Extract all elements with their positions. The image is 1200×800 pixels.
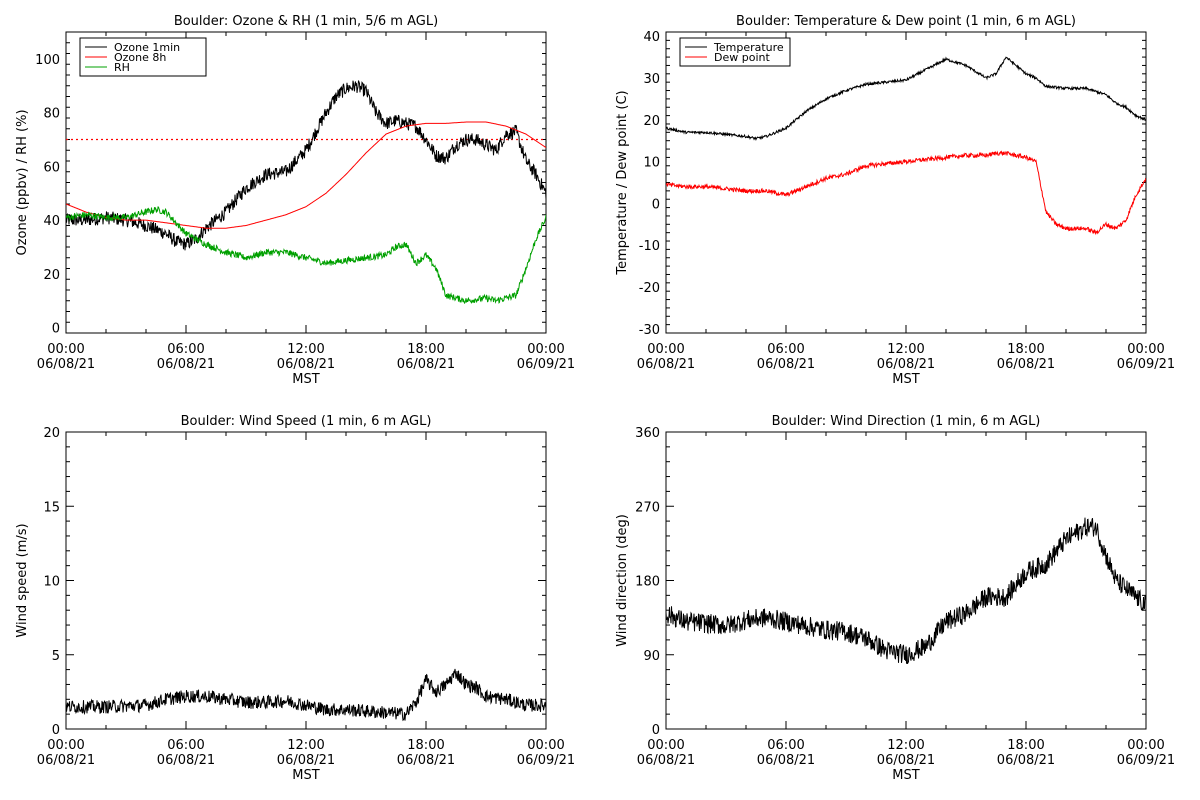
- plot-frame: [665, 31, 1147, 334]
- legend-entry: Temperature: [713, 41, 784, 54]
- x-tick-label-date: 06/08/21: [757, 753, 815, 768]
- x-tick-label-date: 06/09/21: [517, 753, 575, 768]
- y-tick-label: 0: [52, 322, 60, 337]
- x-tick-label-date: 06/08/21: [37, 753, 95, 768]
- x-tick-label-time: 00:00: [1127, 738, 1164, 753]
- y-tick-label: 0: [52, 723, 60, 738]
- x-tick-label-date: 06/08/21: [637, 753, 695, 768]
- series-line-rh: [66, 206, 546, 304]
- y-tick-label: 100: [35, 53, 60, 68]
- x-tick-label-time: 12:00: [887, 342, 924, 357]
- x-tick-label-time: 12:00: [887, 738, 924, 753]
- y-tick-label: -20: [639, 281, 660, 296]
- x-axis-label: MST: [892, 768, 919, 783]
- y-tick-label: -10: [639, 239, 660, 254]
- chart-panel-2: Boulder: Temperature & Dew point (1 min,…: [615, 14, 1175, 387]
- chart-title: Boulder: Wind Direction (1 min, 6 m AGL): [772, 414, 1041, 429]
- x-axis-label: MST: [292, 372, 319, 387]
- y-axis-label: Temperature / Dew point (C): [615, 90, 630, 275]
- plot-frame: [65, 31, 547, 334]
- x-tick-label-date: 06/09/21: [517, 357, 575, 372]
- y-tick-label: 360: [635, 426, 660, 441]
- y-tick-label: 80: [43, 107, 60, 122]
- x-tick-label-time: 06:00: [767, 738, 804, 753]
- y-tick-label: 20: [43, 426, 60, 441]
- x-tick-label-time: 06:00: [167, 738, 204, 753]
- x-tick-label-time: 06:00: [767, 342, 804, 357]
- x-tick-label-date: 06/08/21: [157, 357, 215, 372]
- y-axis-label: Wind direction (deg): [615, 514, 630, 647]
- legend-entry: Dew point: [714, 51, 770, 64]
- y-tick-label: 0: [652, 197, 660, 212]
- y-tick-label: 270: [635, 500, 660, 515]
- x-tick-label-date: 06/08/21: [997, 357, 1055, 372]
- x-tick-label-time: 18:00: [1007, 342, 1044, 357]
- x-tick-label-date: 06/08/21: [397, 357, 455, 372]
- chart-panel-4: Boulder: Wind Direction (1 min, 6 m AGL)…: [615, 414, 1175, 783]
- x-axis-label: MST: [892, 372, 919, 387]
- x-tick-label-time: 06:00: [167, 342, 204, 357]
- plot-frame: [665, 431, 1147, 730]
- x-tick-label-time: 12:00: [287, 738, 324, 753]
- y-tick-label: 180: [635, 575, 660, 590]
- x-tick-label-time: 18:00: [1007, 738, 1044, 753]
- legend-entry: Ozone 8h: [114, 51, 166, 64]
- series-line-temperature: [666, 56, 1146, 141]
- x-tick-label-time: 00:00: [647, 738, 684, 753]
- series-line-ozone-8h: [66, 121, 546, 229]
- x-tick-label-time: 18:00: [407, 342, 444, 357]
- y-tick-label: -30: [639, 323, 660, 338]
- x-tick-label-date: 06/08/21: [757, 357, 815, 372]
- x-tick-label-time: 12:00: [287, 342, 324, 357]
- y-tick-label: 15: [43, 500, 60, 515]
- y-tick-label: 60: [43, 160, 60, 175]
- series-line-main: [66, 668, 546, 722]
- y-tick-label: 40: [43, 214, 60, 229]
- chart-panel-1: Boulder: Ozone & RH (1 min, 5/6 m AGL) 0 2…: [15, 14, 575, 387]
- x-tick-label-time: 18:00: [407, 738, 444, 753]
- x-tick-label-time: 00:00: [647, 342, 684, 357]
- legend-box: [679, 37, 791, 67]
- x-tick-label-date: 06/08/21: [37, 357, 95, 372]
- x-tick-label-date: 06/08/21: [997, 753, 1055, 768]
- chart-title: Boulder: Ozone & RH (1 min, 5/6 m AGL): [174, 14, 438, 29]
- y-tick-label: 20: [643, 114, 660, 129]
- x-tick-label-date: 06/08/21: [157, 753, 215, 768]
- x-tick-label-date: 06/09/21: [1117, 357, 1175, 372]
- y-axis-label: Ozone (ppbv) / RH (%): [15, 109, 30, 255]
- chart-panel-3: Boulder: Wind Speed (1 min, 6 m AGL) 0 5 10…: [15, 414, 575, 783]
- x-tick-label-date: 06/09/21: [1117, 753, 1175, 768]
- chart-title: Boulder: Wind Speed (1 min, 6 m AGL): [181, 414, 432, 429]
- x-tick-label-time: 00:00: [527, 342, 564, 357]
- series-line-main: [666, 517, 1146, 665]
- y-axis-label: Wind speed (m/s): [15, 523, 30, 637]
- y-tick-label: 40: [643, 30, 660, 45]
- x-axis-label: MST: [292, 768, 319, 783]
- chart-title: Boulder: Temperature & Dew point (1 min,…: [736, 14, 1076, 29]
- x-tick-label-time: 00:00: [1127, 342, 1164, 357]
- legend-entry: Ozone 1min: [114, 41, 180, 54]
- y-tick-label: 10: [43, 575, 60, 590]
- x-tick-label-time: 00:00: [47, 738, 84, 753]
- series-line-dew-point: [666, 150, 1146, 236]
- y-tick-label: 90: [643, 649, 660, 664]
- x-tick-label-date: 06/08/21: [877, 357, 935, 372]
- x-tick-label-date: 06/08/21: [637, 357, 695, 372]
- y-tick-label: 0: [652, 723, 660, 738]
- y-tick-label: 10: [643, 156, 660, 171]
- x-tick-label-time: 00:00: [47, 342, 84, 357]
- y-tick-label: 5: [52, 649, 60, 664]
- x-tick-label-time: 00:00: [527, 738, 564, 753]
- x-tick-label-date: 06/08/21: [397, 753, 455, 768]
- x-tick-label-date: 06/08/21: [277, 357, 335, 372]
- series-line-ozone-1min: [66, 80, 546, 251]
- x-tick-label-date: 06/08/21: [277, 753, 335, 768]
- x-tick-label-date: 06/08/21: [877, 753, 935, 768]
- y-tick-label: 30: [643, 72, 660, 87]
- legend-entry: RH: [114, 61, 130, 74]
- y-tick-label: 20: [43, 268, 60, 283]
